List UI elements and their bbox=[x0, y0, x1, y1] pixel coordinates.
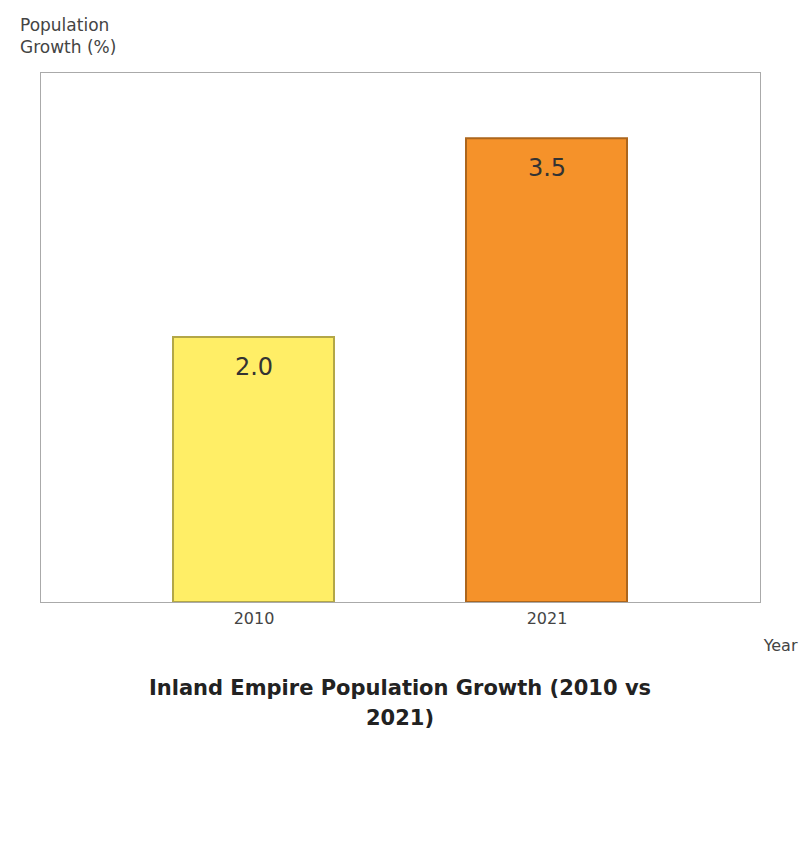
svg-text:2.0: 2.0 bbox=[235, 353, 273, 381]
svg-text:2010: 2010 bbox=[234, 609, 275, 628]
html-text:Inland Empire Population Growt: Inland Empire Population Growth (2010 vs… bbox=[148, 676, 652, 730]
svg-text:2021: 2021 bbox=[527, 609, 568, 628]
svg-text:Year: Year bbox=[763, 636, 798, 655]
html-text:Population Growth (%): Population Growth (%) bbox=[20, 15, 117, 58]
svg-text:3.5: 3.5 bbox=[528, 155, 566, 183]
